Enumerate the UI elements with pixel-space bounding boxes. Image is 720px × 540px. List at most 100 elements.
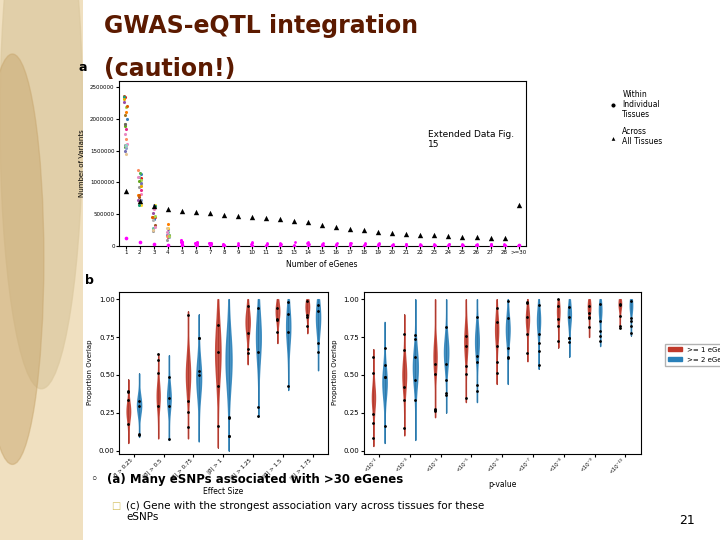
Point — [132, 176, 144, 185]
Point — [317, 239, 328, 247]
Point — [316, 240, 328, 249]
Point — [443, 241, 454, 249]
Point — [153, 355, 164, 364]
Point — [471, 241, 482, 250]
Point — [498, 240, 510, 249]
Point — [175, 236, 186, 245]
Point — [133, 191, 145, 200]
Point — [119, 98, 130, 106]
Point — [456, 232, 468, 241]
Point — [533, 329, 544, 338]
Point — [456, 239, 467, 248]
Point — [625, 329, 636, 338]
Point — [372, 241, 384, 250]
Point — [471, 387, 482, 395]
Point — [120, 111, 131, 119]
Point — [190, 240, 202, 249]
Point — [552, 336, 564, 345]
Point — [218, 240, 230, 249]
Point — [163, 402, 175, 411]
Point — [345, 238, 356, 247]
Point — [253, 411, 264, 420]
Point — [499, 241, 510, 250]
Point — [120, 146, 131, 155]
Point — [212, 382, 224, 391]
Point — [387, 241, 398, 250]
Point — [443, 232, 454, 240]
Point — [253, 403, 264, 411]
Point — [614, 323, 626, 332]
Point — [132, 196, 144, 205]
Point — [428, 231, 440, 240]
Text: (caution!): (caution!) — [104, 57, 235, 80]
Point — [429, 405, 441, 414]
Point — [122, 396, 134, 404]
Point — [119, 143, 130, 151]
Point — [614, 301, 626, 309]
Point — [359, 239, 370, 248]
Point — [133, 397, 145, 406]
Point — [134, 199, 145, 207]
Circle shape — [0, 54, 44, 464]
Point — [148, 201, 160, 210]
Point — [398, 383, 410, 391]
Point — [271, 328, 283, 336]
Point — [120, 134, 131, 143]
Point — [499, 240, 510, 249]
Point — [614, 312, 626, 320]
Point — [261, 239, 272, 248]
Point — [162, 220, 174, 228]
Point — [176, 238, 188, 247]
Point — [583, 312, 595, 321]
Point — [470, 241, 482, 249]
Point — [317, 241, 328, 250]
Point — [522, 298, 534, 307]
Point — [441, 375, 452, 384]
Point — [502, 353, 513, 362]
Point — [163, 435, 175, 444]
Point — [161, 224, 173, 233]
Point — [161, 235, 173, 244]
Point — [275, 240, 287, 248]
Point — [491, 342, 503, 350]
Point — [429, 406, 441, 414]
Point — [148, 226, 159, 235]
Point — [233, 240, 244, 249]
Text: a: a — [78, 61, 86, 74]
Point — [330, 241, 342, 250]
Point — [149, 212, 161, 220]
Point — [163, 231, 175, 239]
Point — [135, 200, 146, 209]
Point — [161, 232, 172, 240]
Point — [148, 205, 159, 213]
Point — [289, 238, 300, 247]
Point — [191, 237, 202, 246]
Point — [564, 334, 575, 343]
Point — [162, 231, 174, 240]
Point — [135, 190, 147, 199]
Point — [429, 360, 441, 368]
Point — [428, 241, 440, 250]
Point — [282, 328, 294, 336]
Point — [564, 302, 575, 311]
Point — [400, 240, 412, 248]
Point — [368, 369, 379, 377]
Point — [134, 238, 145, 246]
Point — [132, 166, 144, 174]
Point — [135, 182, 146, 191]
Point — [330, 222, 342, 231]
Text: (a) Many eSNPs associated with >30 eGenes: (a) Many eSNPs associated with >30 eGene… — [107, 472, 402, 485]
Point — [522, 299, 534, 307]
Legend: Within
Individual
Tissues, Across
All Tissues: Within Individual Tissues, Across All Ti… — [604, 88, 664, 148]
Point — [217, 241, 229, 250]
Point — [513, 241, 524, 249]
Point — [253, 303, 264, 312]
Point — [410, 376, 421, 385]
Point — [460, 394, 472, 403]
Text: □: □ — [112, 501, 121, 511]
Point — [193, 333, 204, 342]
Point — [410, 335, 421, 343]
Point — [595, 299, 606, 308]
Point — [410, 396, 421, 404]
Point — [121, 125, 132, 133]
